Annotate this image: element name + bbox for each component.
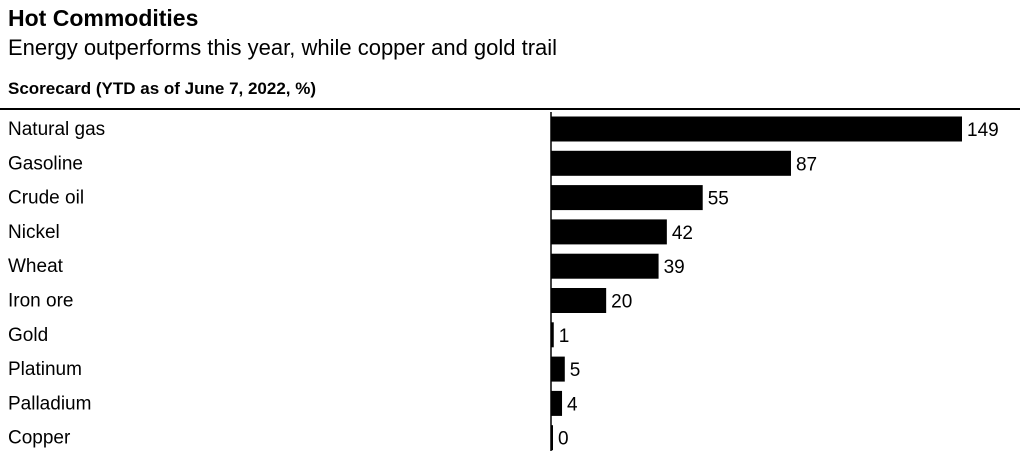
chart-subtitle: Energy outperforms this year, while copp… [8, 35, 558, 60]
bar [551, 322, 554, 348]
bar [551, 253, 659, 279]
category-label: Nickel [8, 222, 60, 243]
chart-title: Hot Commodities [8, 5, 199, 31]
category-label: Gasoline [8, 153, 83, 174]
bar [551, 150, 791, 176]
category-label: Natural gas [8, 119, 105, 140]
value-label: 42 [672, 223, 693, 244]
bar [551, 219, 667, 245]
scorecard-label: Scorecard (YTD as of June 7, 2022, %) [8, 79, 317, 98]
value-label: 55 [708, 189, 729, 210]
bar [551, 425, 553, 451]
value-label: 149 [967, 120, 999, 141]
value-label: 87 [796, 154, 817, 175]
value-label: 0 [558, 429, 569, 450]
value-label: 4 [567, 394, 578, 415]
bar [551, 356, 565, 382]
category-label: Crude oil [8, 188, 84, 209]
bar-chart: Natural gas 149 Gasoline 87 Crude oil 55 Nicke… [8, 112, 999, 451]
value-label: 1 [559, 326, 570, 347]
bar [551, 288, 607, 313]
bar [551, 185, 703, 211]
category-label: Wheat [8, 256, 64, 277]
category-label: Platinum [8, 359, 82, 380]
value-label: 5 [570, 360, 581, 381]
category-label: Copper [8, 428, 71, 449]
bar [551, 116, 962, 142]
header-rule [0, 108, 1020, 110]
category-label: Iron ore [8, 291, 73, 312]
value-label: 39 [664, 257, 685, 278]
value-label: 20 [611, 292, 632, 313]
bar [551, 390, 563, 416]
category-label: Palladium [8, 393, 91, 414]
category-label: Gold [8, 325, 48, 346]
